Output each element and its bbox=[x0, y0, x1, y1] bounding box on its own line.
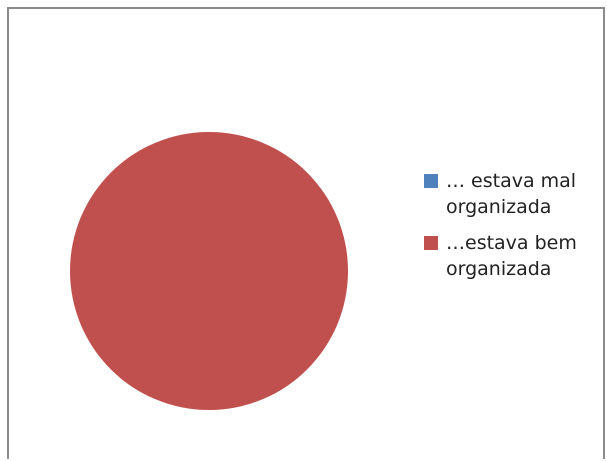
legend: … estava mal organizada …estava bem orga… bbox=[424, 168, 604, 292]
legend-label-bem: …estava bem organizada bbox=[446, 232, 577, 280]
pie-slice-bem bbox=[70, 132, 348, 410]
legend-item-mal: … estava mal organizada bbox=[424, 168, 604, 220]
legend-swatch-mal bbox=[424, 174, 438, 188]
legend-item-bem: …estava bem organizada bbox=[424, 230, 604, 282]
legend-label-mal: … estava mal organizada bbox=[446, 170, 577, 218]
pie-slices bbox=[70, 132, 348, 410]
legend-swatch-bem bbox=[424, 236, 438, 250]
